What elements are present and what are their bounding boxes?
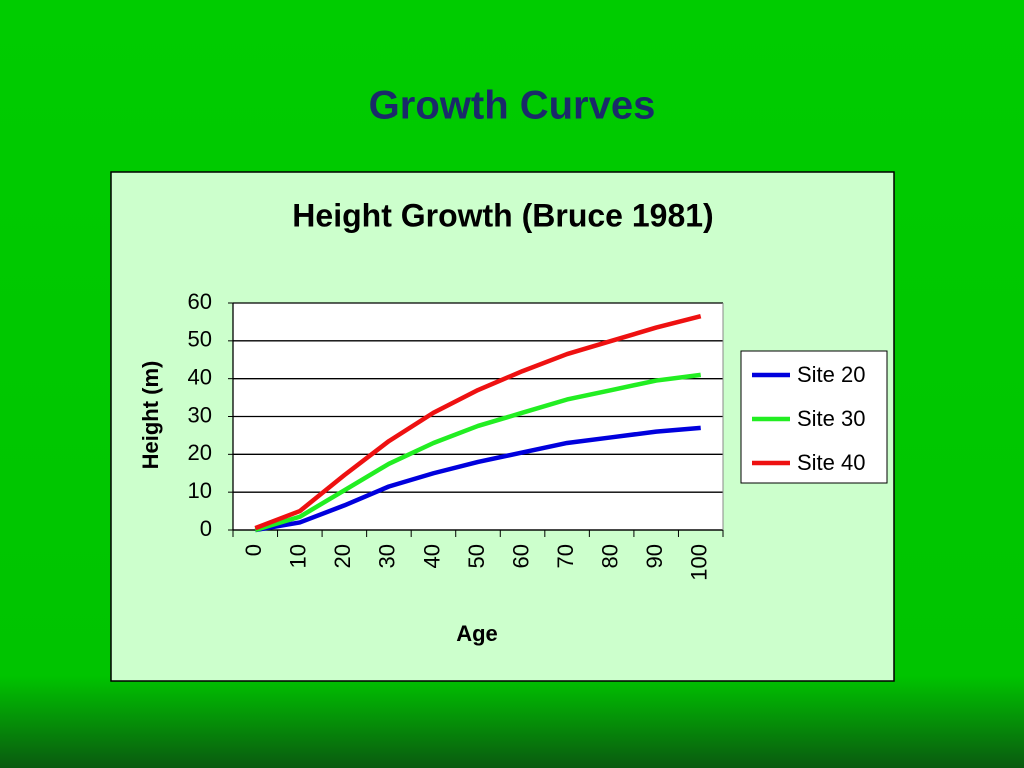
y-tick-label: 10	[188, 478, 212, 503]
series-line	[254, 372, 702, 533]
legend-label: Site 20	[797, 362, 866, 387]
x-tick-label: 50	[464, 544, 489, 568]
series-line	[254, 314, 702, 531]
x-tick-label: 100	[687, 544, 712, 581]
y-tick-label: 50	[188, 327, 212, 352]
x-tick-label: 20	[330, 544, 355, 568]
x-axis-title: Age	[456, 621, 498, 646]
y-tick-label: 0	[200, 516, 212, 541]
series-line	[254, 425, 701, 533]
x-tick-label: 40	[419, 544, 444, 568]
legend-label: Site 40	[797, 450, 866, 475]
legend-label: Site 30	[797, 406, 866, 431]
y-tick-label: 20	[188, 440, 212, 465]
x-tick-label: 90	[642, 544, 667, 568]
y-tick-label: 40	[188, 364, 212, 389]
x-tick-label: 30	[375, 544, 400, 568]
chart-title: Height Growth (Bruce 1981)	[292, 197, 713, 233]
x-tick-label: 80	[597, 544, 622, 568]
x-tick-label: 0	[241, 544, 266, 556]
x-tick-label: 70	[553, 544, 578, 568]
x-tick-label: 60	[508, 544, 533, 568]
slide-title: Growth Curves	[369, 84, 656, 128]
y-tick-label: 60	[188, 289, 212, 314]
y-tick-label: 30	[188, 402, 212, 427]
y-axis-title: Height (m)	[138, 361, 163, 470]
x-tick-label: 10	[286, 544, 311, 568]
